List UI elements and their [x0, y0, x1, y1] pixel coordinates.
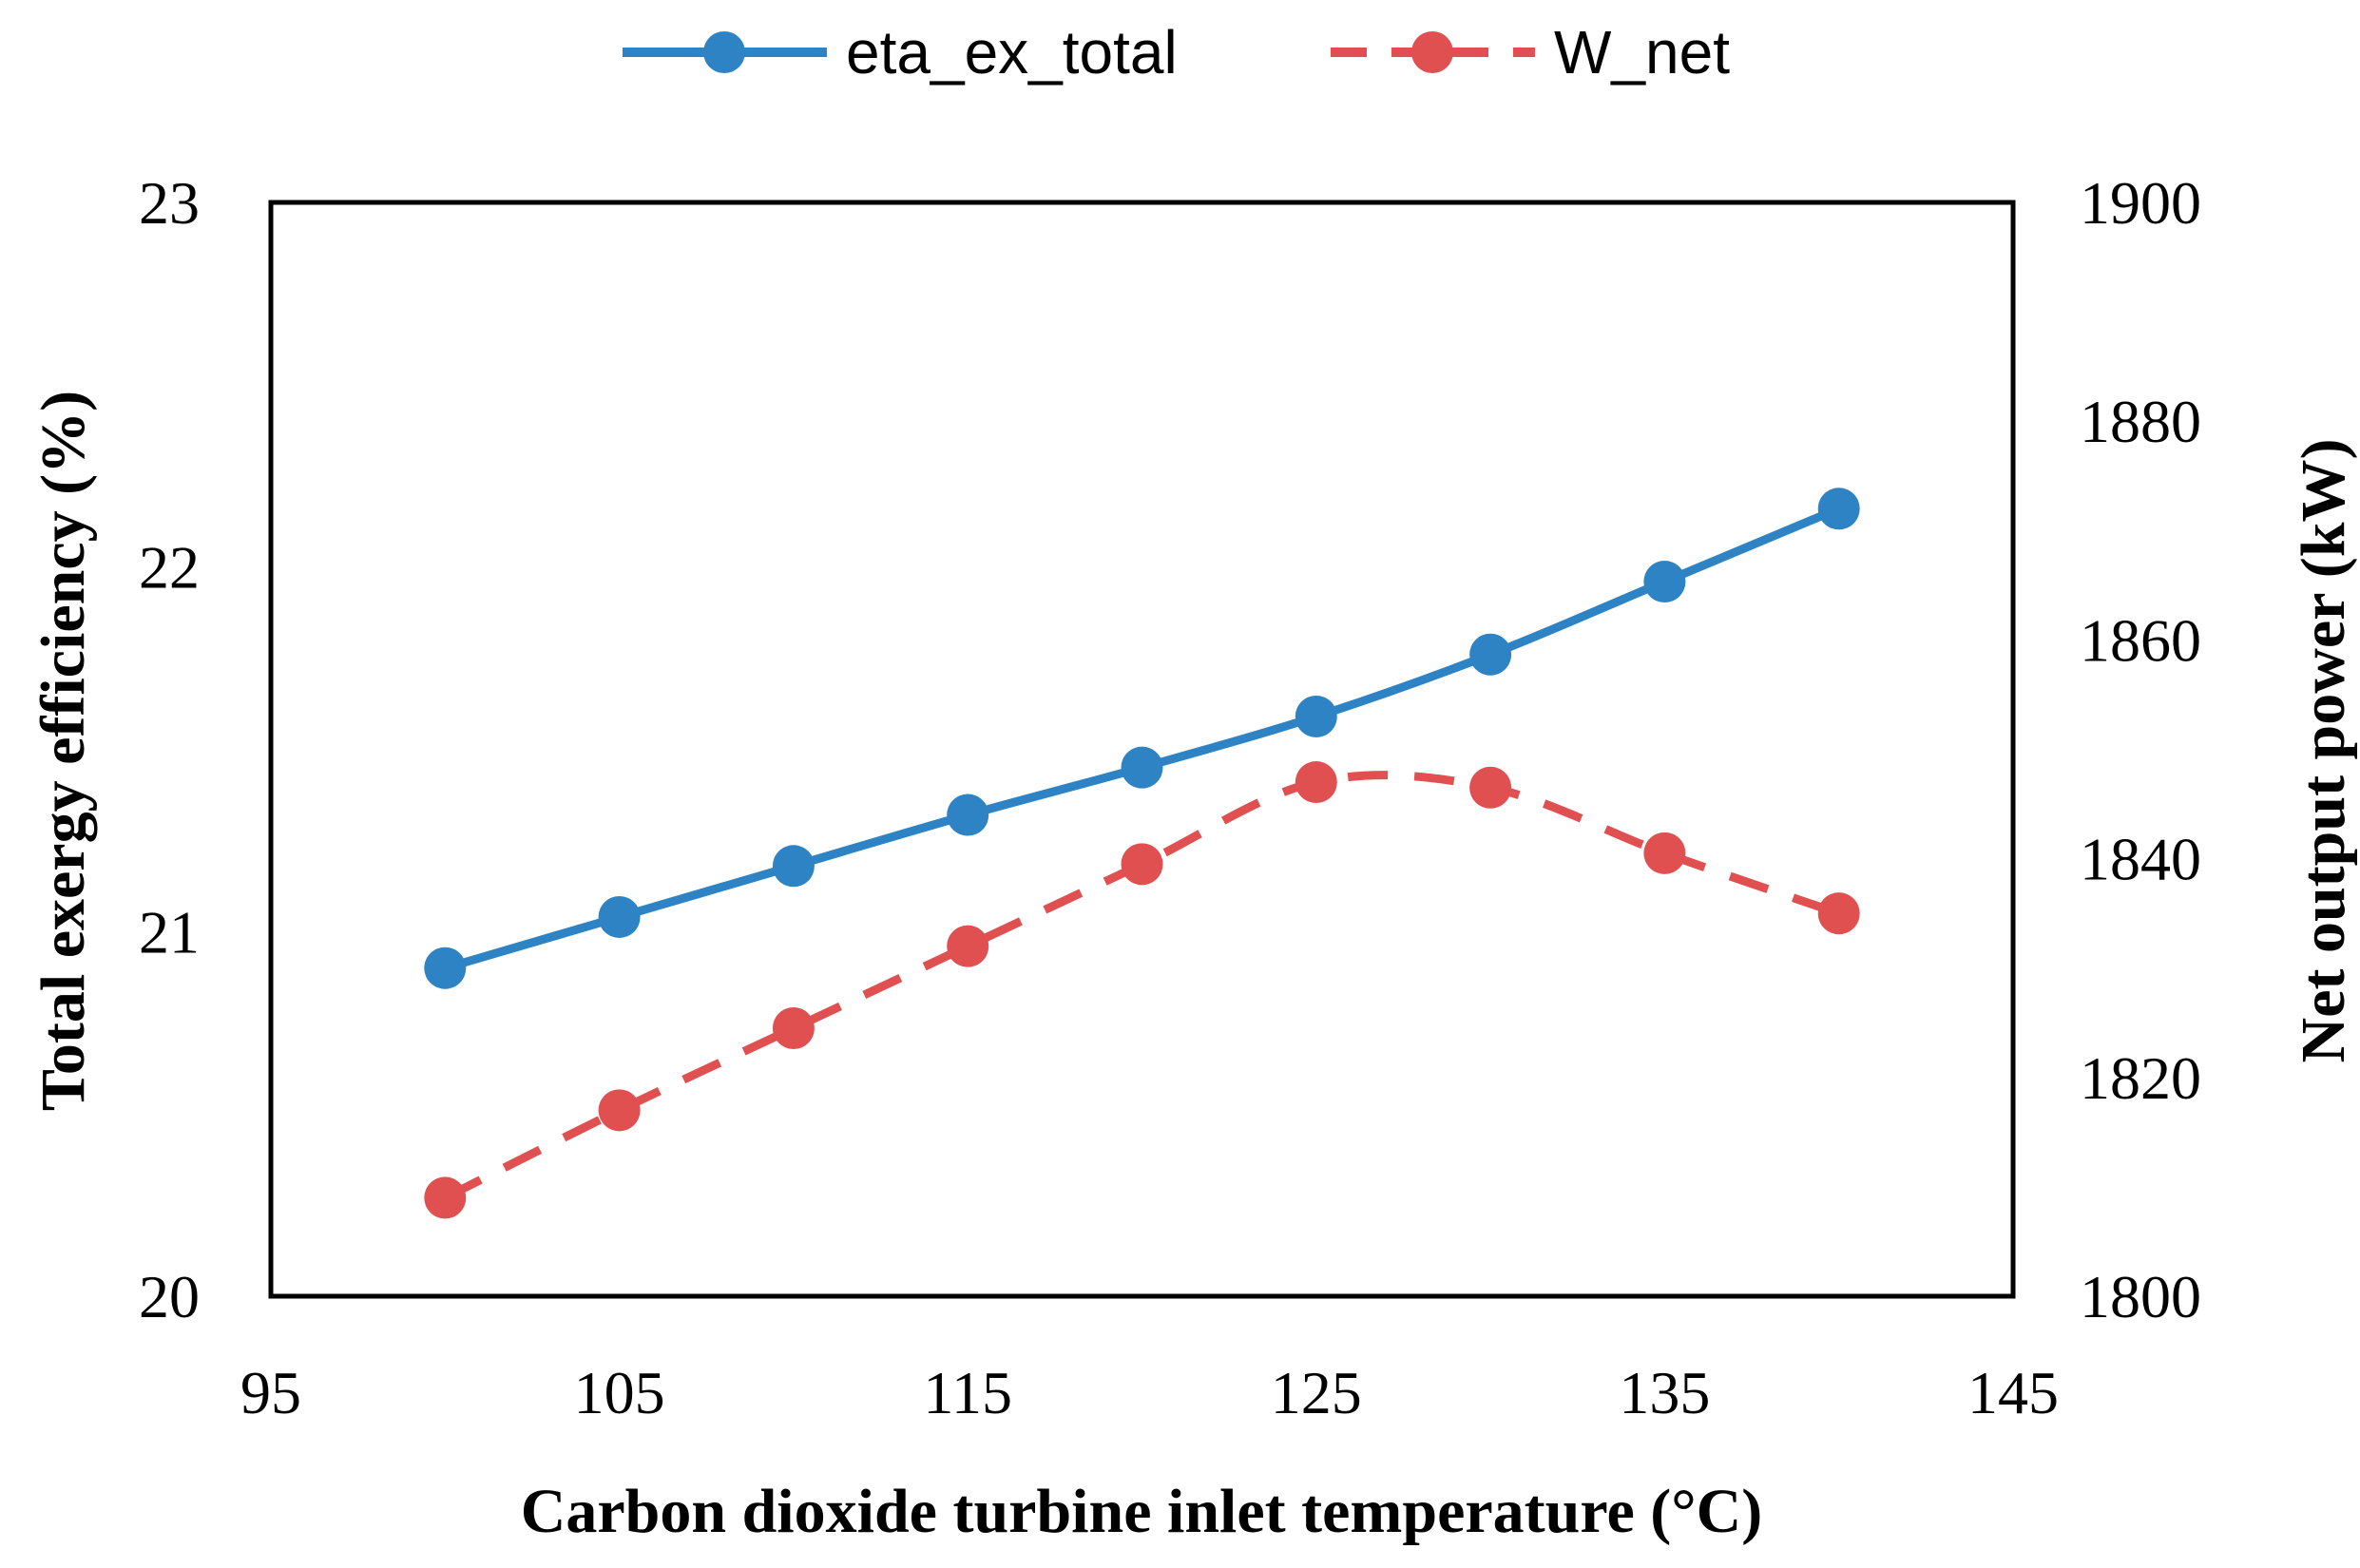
y2-tick-label: 1800 [2080, 1263, 2201, 1330]
x-tick-label: 145 [1967, 1359, 2059, 1426]
w-net-point [424, 1176, 467, 1219]
legend-eta-label: eta_ex_total [846, 18, 1178, 86]
legend-wnet-label: W_net [1554, 18, 1730, 86]
y2-axis-ticks: 1800 1820 1840 1860 1880 1900 [2080, 169, 2201, 1330]
legend-wnet-marker [1411, 31, 1453, 73]
x-tick-label: 95 [240, 1359, 301, 1426]
y-tick-label: 21 [139, 898, 200, 966]
y-axis-title: Total exergy efficiency (%) [29, 391, 98, 1111]
eta-ex-total-line [444, 505, 1841, 973]
eta-ex-total-point [1469, 633, 1512, 676]
eta-ex-total-point [1295, 695, 1337, 737]
eta-ex-total-point [424, 947, 467, 989]
eta-ex-total-point [1643, 561, 1686, 603]
x-tick-label: 125 [1271, 1359, 1362, 1426]
y-tick-label: 22 [139, 534, 200, 602]
y2-tick-label: 1900 [2080, 169, 2201, 237]
w-net-line [443, 771, 1841, 1202]
y2-tick-label: 1860 [2080, 606, 2201, 674]
w-net-point [1121, 843, 1163, 886]
legend: eta_ex_total W_net [623, 18, 1730, 86]
y2-tick-label: 1840 [2080, 826, 2201, 893]
x-tick-label: 115 [923, 1359, 1012, 1426]
w-net-point [1469, 766, 1512, 809]
eta-ex-total-point [1817, 488, 1860, 530]
y2-tick-label: 1880 [2080, 388, 2201, 455]
y2-axis-title: Net output power (kW) [2289, 439, 2358, 1063]
legend-eta-marker [703, 31, 745, 73]
series-eta-ex-total [424, 488, 1860, 989]
x-tick-label: 135 [1619, 1359, 1710, 1426]
x-tick-label: 105 [574, 1359, 665, 1426]
series-w-net [424, 761, 1860, 1219]
w-net-point [947, 925, 989, 967]
w-net-point [1295, 761, 1337, 804]
w-net-point [598, 1089, 641, 1132]
eta-ex-total-point [1121, 746, 1163, 789]
y-tick-label: 23 [139, 169, 200, 237]
w-net-point [1643, 832, 1686, 874]
eta-ex-total-point [772, 845, 815, 888]
eta-ex-total-point [947, 794, 989, 836]
y-tick-label: 20 [139, 1263, 200, 1330]
eta-ex-total-point [598, 895, 641, 938]
y2-tick-label: 1820 [2080, 1044, 2201, 1112]
w-net-point [1817, 892, 1860, 935]
x-axis-ticks: 95 105 115 125 135 145 [240, 1359, 2059, 1426]
x-axis-title: Carbon dioxide turbine inlet temperature… [521, 1477, 1763, 1546]
w-net-point [772, 1007, 815, 1050]
y-axis-ticks: 20 21 22 23 [139, 169, 200, 1330]
plot-area-frame [268, 200, 2016, 1299]
